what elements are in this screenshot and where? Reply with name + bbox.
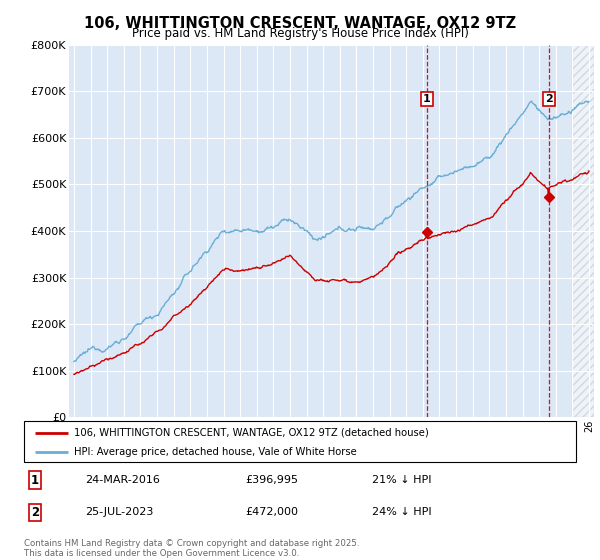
Text: 1: 1 [31,474,39,487]
Text: 21% ↓ HPI: 21% ↓ HPI [372,475,431,485]
Text: 1: 1 [423,94,431,104]
Text: £396,995: £396,995 [245,475,298,485]
Text: Contains HM Land Registry data © Crown copyright and database right 2025.
This d: Contains HM Land Registry data © Crown c… [24,539,359,558]
Text: £472,000: £472,000 [245,507,298,517]
Text: 24-MAR-2016: 24-MAR-2016 [85,475,160,485]
Text: Price paid vs. HM Land Registry's House Price Index (HPI): Price paid vs. HM Land Registry's House … [131,27,469,40]
Text: HPI: Average price, detached house, Vale of White Horse: HPI: Average price, detached house, Vale… [74,447,356,457]
Text: 25-JUL-2023: 25-JUL-2023 [85,507,153,517]
Text: 2: 2 [31,506,39,519]
Text: 106, WHITTINGTON CRESCENT, WANTAGE, OX12 9TZ (detached house): 106, WHITTINGTON CRESCENT, WANTAGE, OX12… [74,428,428,437]
Text: 106, WHITTINGTON CRESCENT, WANTAGE, OX12 9TZ: 106, WHITTINGTON CRESCENT, WANTAGE, OX12… [84,16,516,31]
Text: 2: 2 [545,94,553,104]
Text: 24% ↓ HPI: 24% ↓ HPI [372,507,431,517]
